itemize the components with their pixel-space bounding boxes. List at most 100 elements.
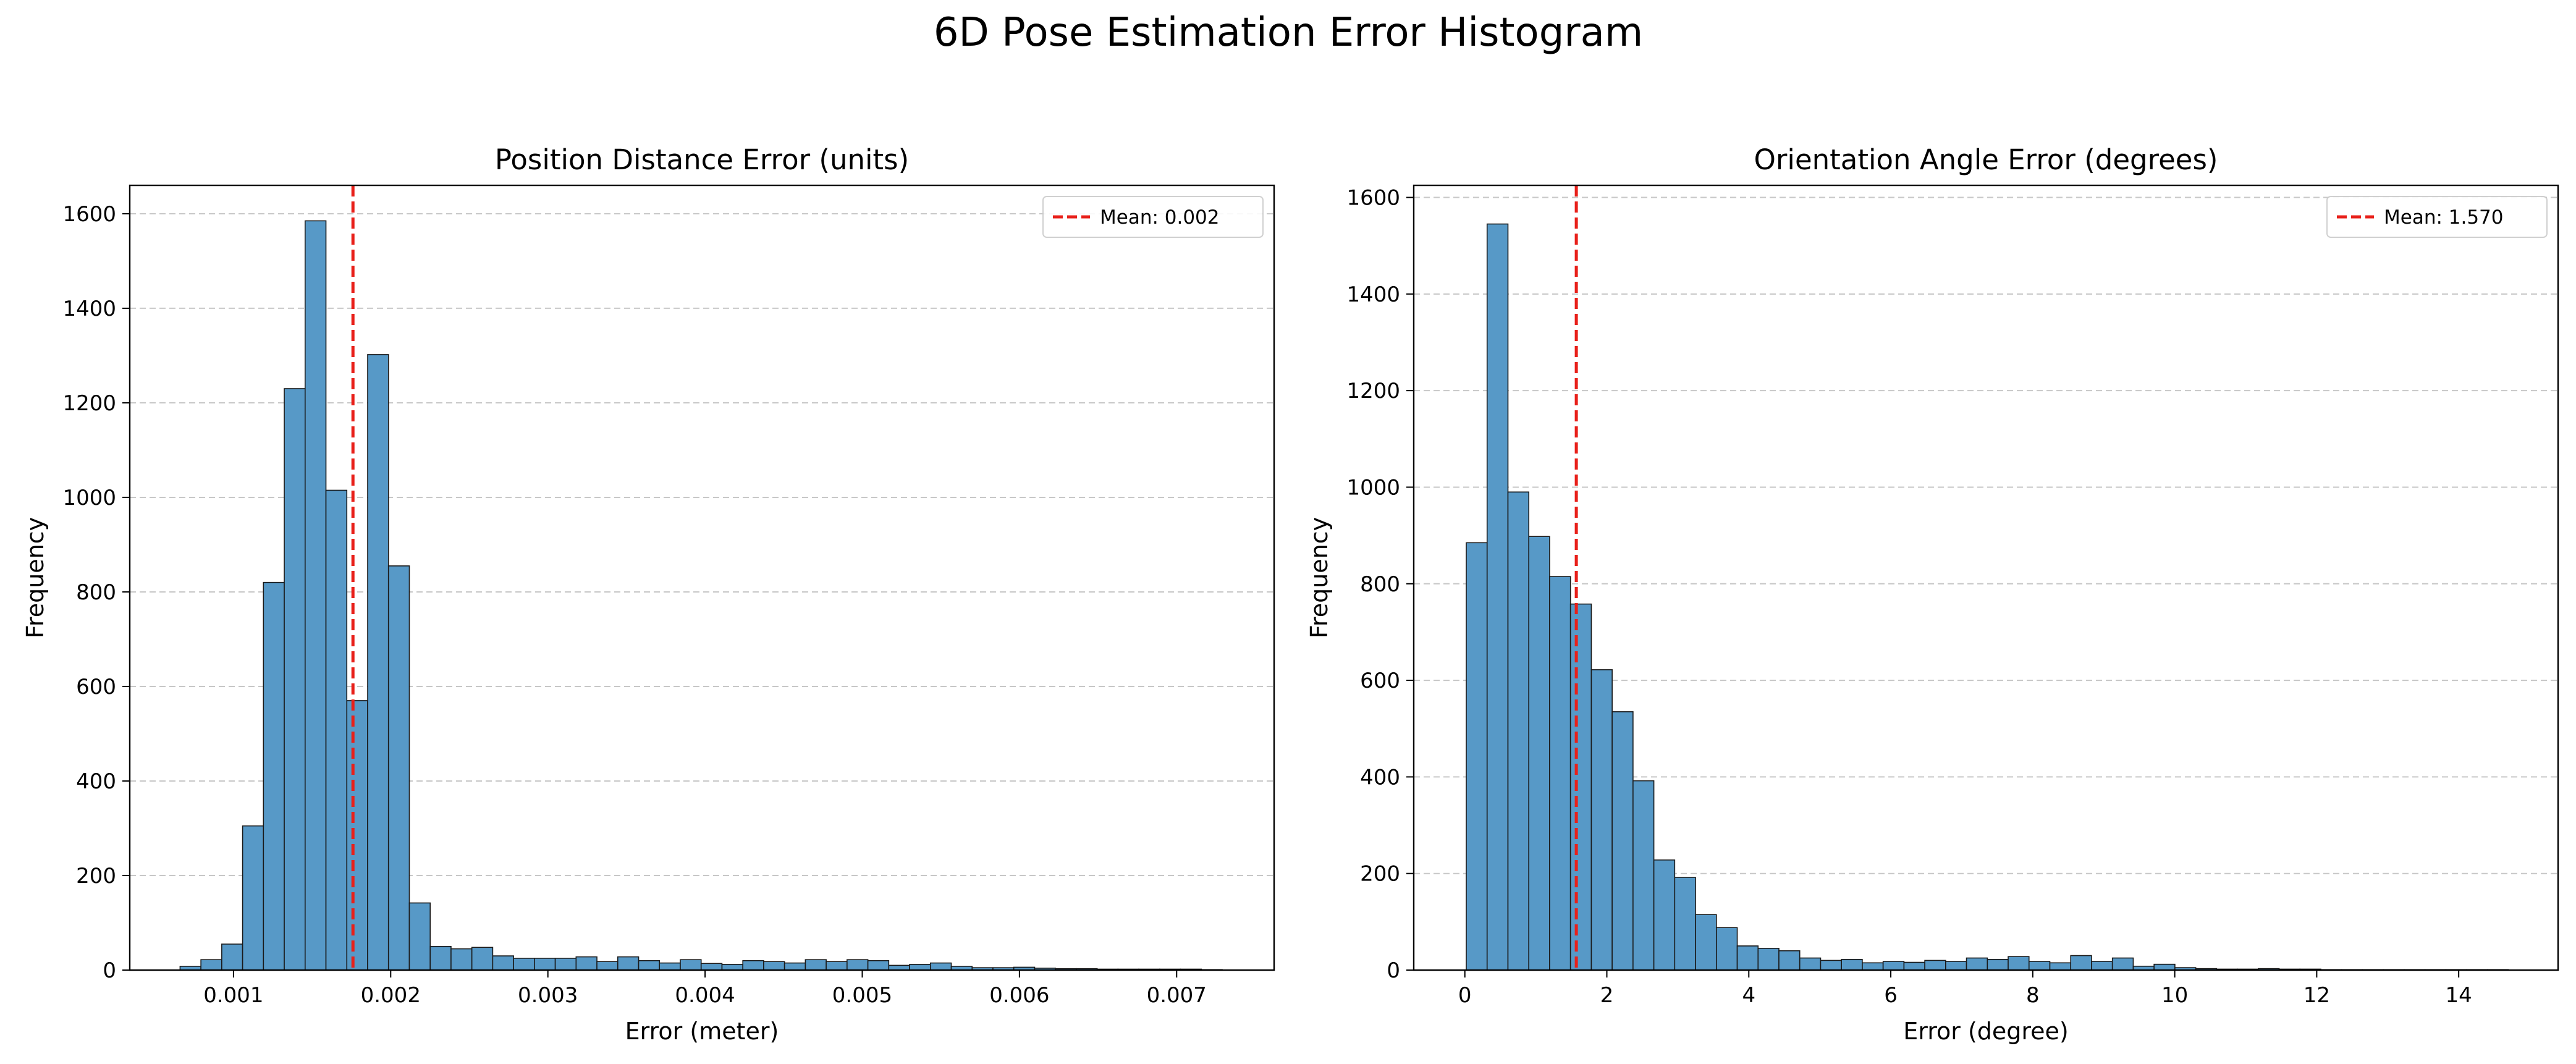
histogram-bar xyxy=(408,902,431,971)
histogram-bar xyxy=(284,388,306,971)
y-tick-label: 600 xyxy=(76,675,116,699)
histogram-bar xyxy=(242,825,264,971)
histogram-bar xyxy=(2028,961,2051,971)
histogram-bar xyxy=(1778,950,1801,971)
histogram-bar xyxy=(742,960,764,971)
x-tick-label: 14 xyxy=(2446,983,2472,1008)
histogram-bar xyxy=(1528,536,1550,971)
histogram-bar xyxy=(1611,711,1634,971)
histogram-bar xyxy=(1674,877,1696,971)
histogram-bar xyxy=(1466,542,1488,971)
x-tick-label: 10 xyxy=(2161,983,2188,1008)
histogram-bar xyxy=(1715,927,1738,971)
histogram-bar xyxy=(929,962,952,971)
y-tick-label: 1400 xyxy=(62,297,116,321)
y-tick-label: 0 xyxy=(103,958,116,983)
histogram-bar xyxy=(513,958,535,971)
histogram-bar xyxy=(1924,960,1946,971)
histogram-bar xyxy=(575,956,598,971)
histogram-bar xyxy=(700,963,723,971)
y-tick-label: 400 xyxy=(1360,765,1400,790)
x-tick-label: 0.006 xyxy=(989,983,1049,1008)
histogram-bar xyxy=(783,962,806,971)
histogram-bar xyxy=(1966,957,1988,971)
histogram-bar xyxy=(1486,223,1509,971)
subplot-title: Orientation Angle Error (degrees) xyxy=(1754,143,2218,176)
x-tick-label: 2 xyxy=(1600,983,1614,1008)
histogram-bar xyxy=(1841,959,1863,971)
histogram-bar xyxy=(1549,576,1571,971)
histogram-bar xyxy=(1903,961,1925,971)
y-tick-label: 1400 xyxy=(1346,282,1400,307)
histogram-bar xyxy=(1799,957,1822,971)
histogram-bar xyxy=(826,961,848,971)
histogram-bar xyxy=(763,961,785,971)
y-tick-label: 1200 xyxy=(62,391,116,416)
x-tick-label: 12 xyxy=(2304,983,2330,1008)
legend: Mean: 0.002 xyxy=(1042,196,1264,238)
histogram-bar xyxy=(346,700,368,971)
histogram-bar xyxy=(2153,963,2176,971)
histogram-bar xyxy=(680,959,702,971)
histogram-bar xyxy=(1757,948,1780,971)
histogram-bar xyxy=(2070,955,2092,971)
histogram-bar xyxy=(387,565,410,971)
y-tick-label: 1600 xyxy=(1346,186,1400,211)
x-tick-label: 0.003 xyxy=(518,983,578,1008)
histogram-bar xyxy=(847,959,869,971)
y-axis-label: Frequency xyxy=(1306,517,1333,638)
histogram-bar xyxy=(492,955,514,971)
histogram-bar xyxy=(1590,669,1613,971)
subplot-title: Position Distance Error (units) xyxy=(495,143,909,176)
figure-title: 6D Pose Estimation Error Histogram xyxy=(934,10,1643,56)
histogram-bar xyxy=(596,961,619,971)
x-tick-label: 0 xyxy=(1458,983,1472,1008)
legend-box xyxy=(2326,196,2548,238)
axes-frame xyxy=(129,184,1275,971)
y-tick-label: 200 xyxy=(76,864,116,889)
histogram-bar xyxy=(200,959,222,971)
histogram-bar xyxy=(804,959,827,971)
y-tick-label: 1600 xyxy=(62,202,116,227)
y-tick-label: 1000 xyxy=(62,486,116,510)
y-tick-label: 400 xyxy=(76,769,116,794)
legend-mean-label: Mean: 0.002 xyxy=(1100,206,1220,229)
histogram-bar xyxy=(1695,914,1717,971)
x-axis-label: Error (degree) xyxy=(1903,1018,2069,1045)
y-tick-label: 800 xyxy=(1360,572,1400,597)
histogram-bar xyxy=(2111,957,2134,971)
y-axis-label: Frequency xyxy=(22,517,49,638)
histogram-bar xyxy=(2008,956,2030,971)
histogram-bar xyxy=(1882,961,1905,971)
histogram-bar xyxy=(1632,780,1655,971)
x-tick-label: 4 xyxy=(1742,983,1755,1008)
histogram-bar xyxy=(909,964,931,971)
y-tick-label: 1200 xyxy=(1346,379,1400,403)
histogram-bar xyxy=(471,947,494,971)
y-tick-label: 800 xyxy=(76,580,116,605)
histogram-bar xyxy=(1862,962,1884,971)
x-tick-label: 0.007 xyxy=(1147,983,1207,1008)
histogram-bar xyxy=(867,960,890,971)
histogram-bar xyxy=(659,962,681,971)
subplot-1: 0 200 400 600 800 1000 1200 1400 1600 0.001 0.002 0… xyxy=(22,143,1275,1045)
histogram-bar xyxy=(617,956,640,971)
histogram-bar xyxy=(1987,959,2009,971)
x-tick-label: 0.001 xyxy=(203,983,263,1008)
histogram-bar xyxy=(1507,491,1530,971)
histogram-bar xyxy=(638,960,661,971)
histogram-bar xyxy=(367,354,389,971)
histogram-bar xyxy=(1736,945,1759,971)
legend-box xyxy=(1042,196,1264,238)
histogram-bar xyxy=(2091,961,2113,971)
x-tick-label: 6 xyxy=(1884,983,1898,1008)
histogram-bar xyxy=(450,948,473,971)
histogram-bar xyxy=(534,958,556,971)
histogram-bar xyxy=(1820,960,1842,971)
x-tick-label: 0.004 xyxy=(675,983,735,1008)
histogram-bar xyxy=(1653,859,1676,971)
axes-frame xyxy=(1413,184,2559,971)
y-tick-label: 200 xyxy=(1360,862,1400,887)
x-tick-label: 0.002 xyxy=(361,983,421,1008)
